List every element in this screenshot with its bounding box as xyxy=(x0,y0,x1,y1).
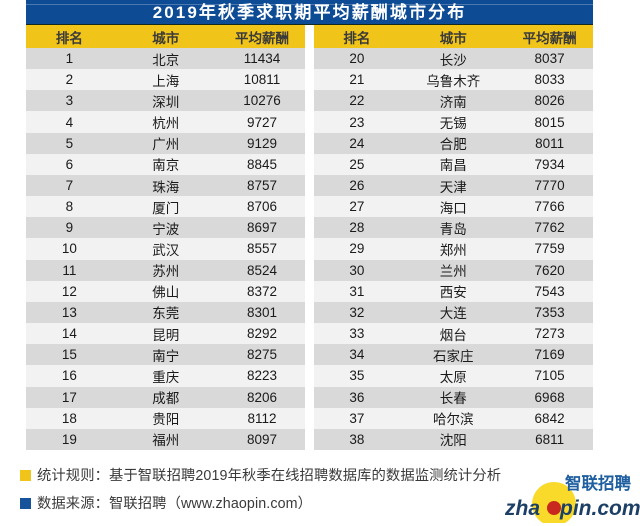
svg-text:zha: zha xyxy=(505,497,540,520)
svg-text:智联招聘: 智联招聘 xyxy=(565,473,632,493)
svg-text:pin.com: pin.com xyxy=(559,497,640,520)
